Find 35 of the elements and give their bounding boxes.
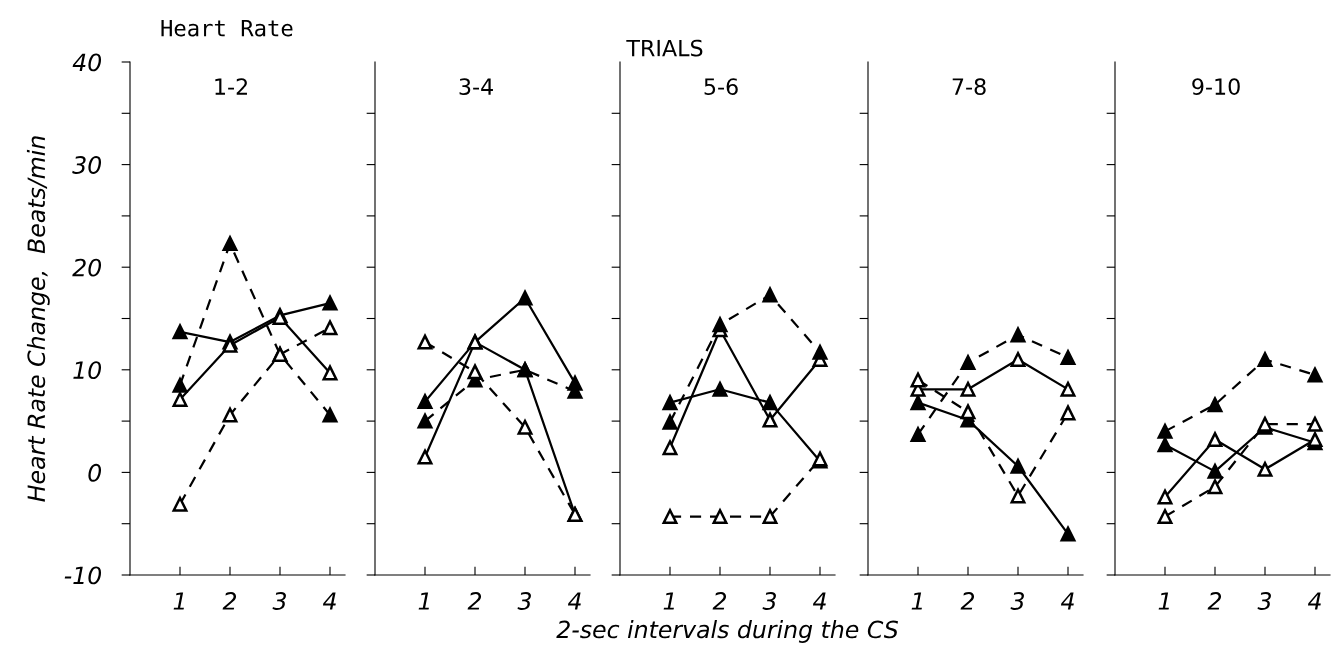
x-tick-label: 3 xyxy=(1010,592,1024,610)
x-tick-label: 2 xyxy=(960,592,975,610)
x-tick-label: 3 xyxy=(762,592,776,610)
y-tick-label: -10 xyxy=(64,566,102,585)
x-tick-label: 2 xyxy=(222,592,237,610)
x-tick-label: 1 xyxy=(1158,592,1169,610)
x-tick-label: 2 xyxy=(712,592,727,610)
y-tick-label: 40 xyxy=(72,53,102,72)
x-tick-label: 3 xyxy=(517,592,531,610)
text: 3-4 xyxy=(459,78,493,96)
text: 7-8 xyxy=(952,78,986,96)
text: Heart Rate xyxy=(161,19,293,37)
x-tick-label: 4 xyxy=(1060,592,1074,610)
y-tick-label: 30 xyxy=(72,156,102,174)
x-tick-label: 1 xyxy=(173,592,184,610)
x-tick-label: 2 xyxy=(1207,592,1222,610)
x-tick-label: 1 xyxy=(911,592,922,610)
y-tick-label: 0 xyxy=(88,463,102,482)
x-tick-label: 3 xyxy=(272,592,286,610)
text: 1-2 xyxy=(215,78,247,95)
y-tick-label: 20 xyxy=(72,258,102,277)
text: 9-10 xyxy=(1192,78,1240,96)
text: TRIALS xyxy=(626,39,703,57)
x-tick-label: 3 xyxy=(1257,592,1271,610)
x-tick-label: 4 xyxy=(322,592,336,610)
y-tick-label: 10 xyxy=(73,361,102,380)
x-tick-label: 2 xyxy=(467,592,482,610)
x-tick-label: 4 xyxy=(567,592,581,610)
x-tick-label: 4 xyxy=(812,592,826,610)
text: 5-6 xyxy=(704,78,738,96)
x-tick-label: 4 xyxy=(1307,592,1321,610)
x-tick-label: 1 xyxy=(418,592,429,610)
y-axis-title: Heart Rate Change, Beats/min xyxy=(26,136,50,502)
x-axis-title: 2-sec intervals during the CS xyxy=(556,620,899,643)
x-tick-label: 1 xyxy=(663,592,674,610)
